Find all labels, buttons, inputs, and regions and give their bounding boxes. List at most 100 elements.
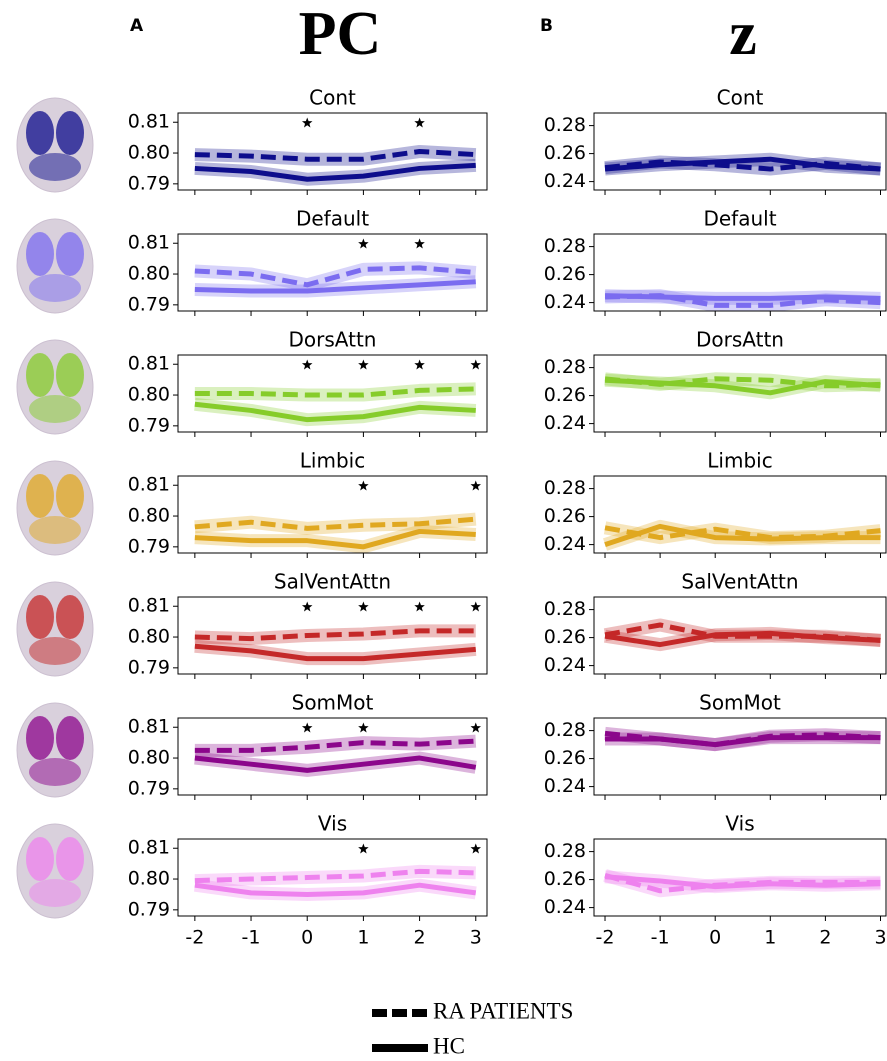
significance-star	[471, 360, 481, 370]
y-tick-label: 0.81	[128, 837, 170, 859]
x-tick-label: 2	[414, 927, 426, 949]
plot-frame	[594, 113, 886, 190]
significance-star	[414, 602, 424, 612]
chart-title: Vis	[318, 812, 347, 836]
brain-region	[26, 353, 54, 397]
brain-region	[29, 758, 81, 786]
significance-star	[471, 481, 481, 491]
significance-star	[302, 723, 312, 733]
plot-area	[195, 389, 476, 420]
y-tick-label: 0.26	[544, 747, 586, 769]
y-tick-label: 0.80	[128, 505, 170, 527]
brain-region	[29, 516, 81, 544]
plot-area	[605, 526, 880, 544]
x-tick-label: 1	[764, 927, 776, 949]
x-tick-label: -1	[651, 927, 670, 949]
y-tick-label: 0.26	[544, 626, 586, 648]
brain-region	[29, 395, 81, 423]
significance-star	[471, 844, 481, 854]
brain-region	[26, 111, 54, 155]
y-tick-label: 0.80	[128, 263, 170, 285]
brain-region	[56, 595, 84, 639]
y-tick-label: 0.79	[128, 535, 170, 557]
y-tick-label: 0.81	[128, 353, 170, 375]
significance-star	[302, 360, 312, 370]
plot-area	[195, 741, 476, 770]
brain-region	[56, 232, 84, 276]
brain-region	[26, 595, 54, 639]
y-tick-label: 0.81	[128, 111, 170, 133]
x-tick-label: -2	[185, 927, 204, 949]
x-tick-label: 3	[874, 927, 886, 949]
y-tick-label: 0.24	[544, 896, 586, 918]
y-tick-label: 0.28	[544, 719, 586, 741]
significance-star	[358, 239, 368, 249]
y-tick-label: 0.80	[128, 384, 170, 406]
x-tick-label: 2	[819, 927, 831, 949]
y-tick-label: 0.24	[544, 170, 586, 192]
chart-title: Default	[703, 207, 776, 231]
brain-region	[56, 716, 84, 760]
x-tick-label: 3	[470, 927, 482, 949]
brain-region	[56, 353, 84, 397]
y-tick-label: 0.80	[128, 142, 170, 164]
y-tick-label: 0.28	[544, 114, 586, 136]
y-tick-label: 0.26	[544, 505, 586, 527]
plot-area	[605, 625, 880, 645]
x-tick-label: -2	[596, 927, 615, 949]
brain-region	[56, 474, 84, 518]
y-tick-label: 0.80	[128, 868, 170, 890]
x-tick-label: 0	[301, 927, 313, 949]
brain-region	[26, 474, 54, 518]
chart-title: Cont	[717, 86, 764, 110]
x-tick-label: 1	[357, 927, 369, 949]
chart-title: SalVentAttn	[681, 570, 798, 594]
y-tick-label: 0.80	[128, 747, 170, 769]
y-tick-label: 0.79	[128, 414, 170, 436]
plot-area	[605, 159, 880, 169]
chart-title: Limbic	[300, 449, 365, 473]
plot-area	[605, 733, 880, 744]
chart-title: DorsAttn	[289, 328, 377, 352]
brain-region	[29, 153, 81, 181]
significance-star	[471, 723, 481, 733]
panel-title: z	[729, 0, 757, 68]
y-tick-label: 0.28	[544, 477, 586, 499]
y-tick-label: 0.79	[128, 293, 170, 315]
brain-region	[26, 716, 54, 760]
plot-area	[195, 519, 476, 547]
y-tick-label: 0.79	[128, 656, 170, 678]
chart-title: Vis	[725, 812, 754, 836]
figure: A PC B z Cont0.790.800.81Default0.790.80…	[0, 0, 887, 1061]
y-tick-label: 0.26	[544, 868, 586, 890]
y-tick-label: 0.79	[128, 898, 170, 920]
plot-area	[605, 875, 880, 890]
y-tick-label: 0.81	[128, 595, 170, 617]
y-tick-label: 0.28	[544, 235, 586, 257]
chart-title: Cont	[309, 86, 356, 110]
brain-region	[26, 232, 54, 276]
x-tick-label: -1	[242, 927, 261, 949]
panel-letter: A	[130, 16, 144, 36]
y-tick-label: 0.26	[544, 263, 586, 285]
panel-letter: B	[540, 16, 553, 36]
y-tick-label: 0.24	[544, 412, 586, 434]
y-tick-label: 0.81	[128, 474, 170, 496]
legend-label: HC	[433, 1033, 465, 1058]
brain-region	[56, 111, 84, 155]
significance-star	[414, 360, 424, 370]
chart-title: Limbic	[707, 449, 772, 473]
brain-region	[26, 837, 54, 881]
significance-star	[471, 602, 481, 612]
y-tick-label: 0.79	[128, 172, 170, 194]
x-tick-label: 0	[709, 927, 721, 949]
brain-region	[56, 837, 84, 881]
chart-title: SomMot	[699, 691, 781, 715]
chart-title: SalVentAttn	[274, 570, 391, 594]
series-line	[605, 296, 880, 299]
plot-area	[195, 871, 476, 894]
legend-label: RA PATIENTS	[433, 998, 573, 1023]
y-tick-label: 0.28	[544, 840, 586, 862]
brain-region	[29, 274, 81, 302]
plot-area	[605, 296, 880, 306]
